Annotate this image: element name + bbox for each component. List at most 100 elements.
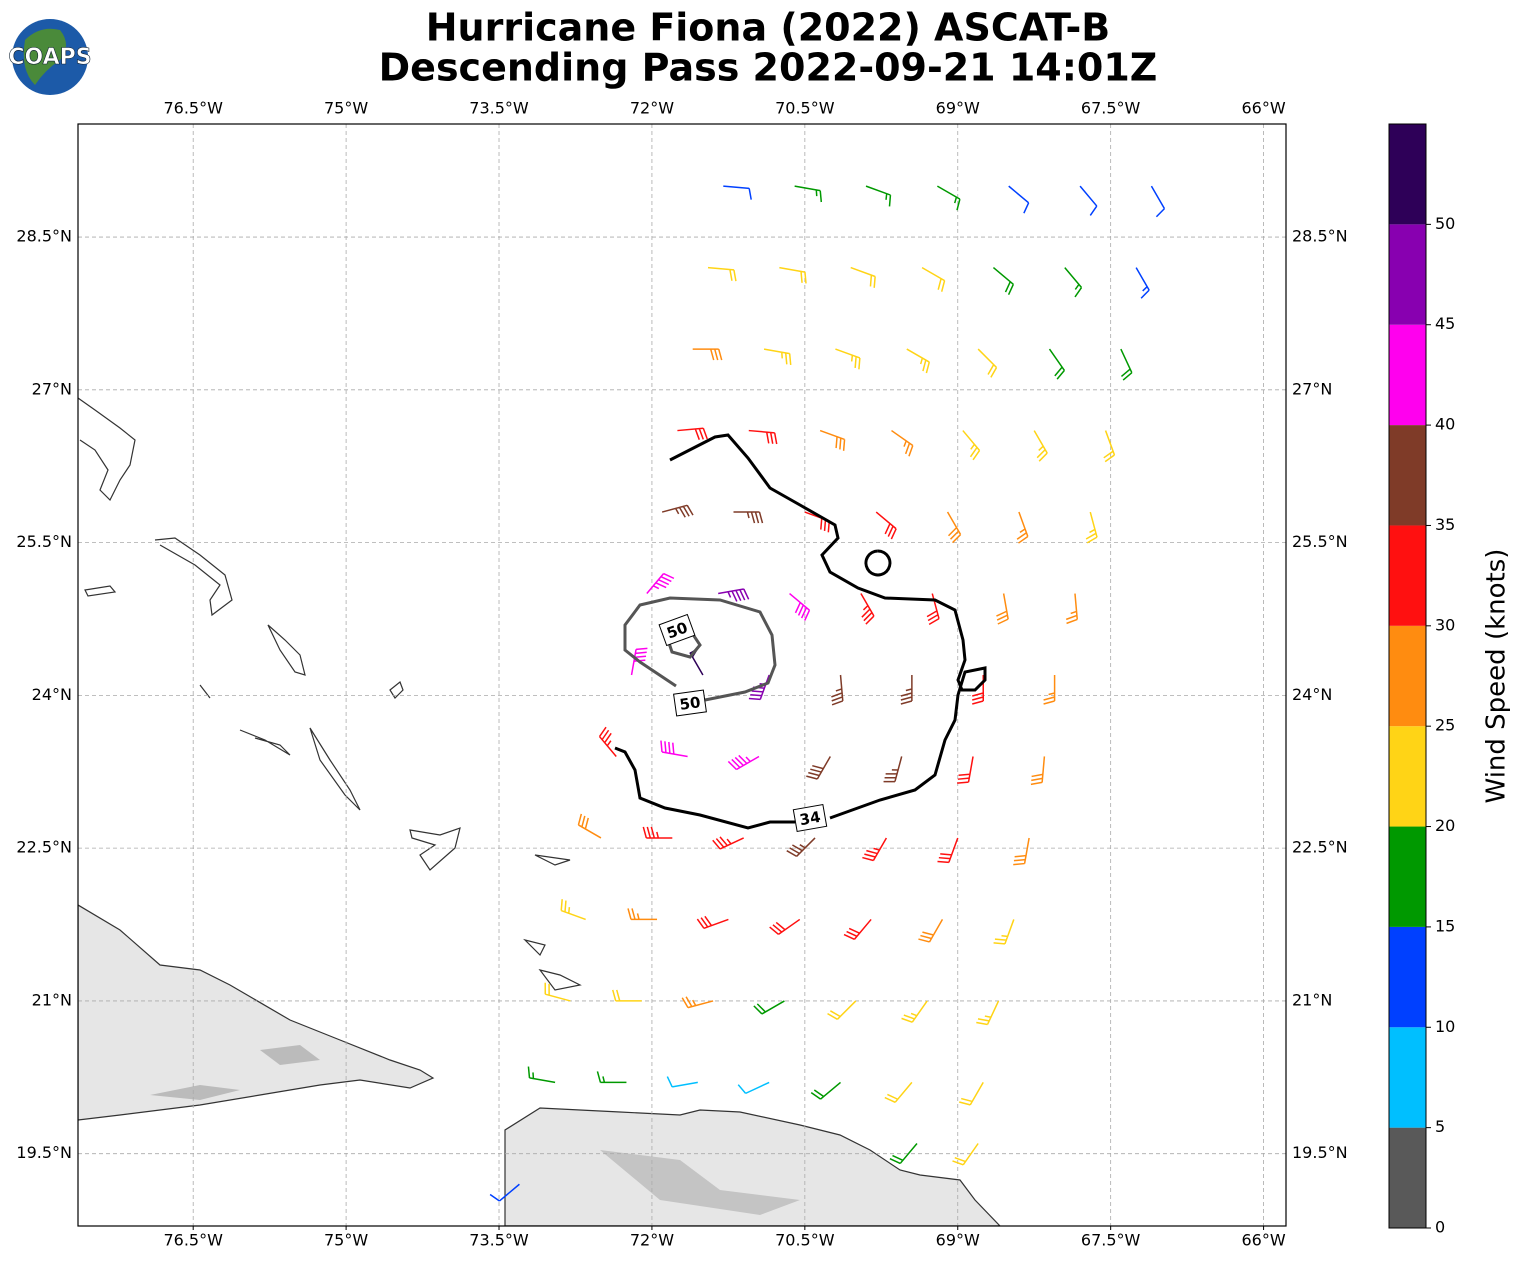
barb-staff [779,266,807,284]
wind-barb [992,267,1015,295]
wind-barb [748,429,778,445]
terrain [150,1045,320,1100]
wind-barb [733,511,764,524]
barb-staff [1150,185,1166,218]
wind-barb [1120,348,1133,381]
wind-barb [906,348,931,374]
barb-staff [1103,430,1116,463]
wind-barb [794,185,823,203]
colorbar-bin [1389,124,1426,225]
barb-staff [952,1143,979,1166]
wind-barb [977,348,998,378]
logo: COAPS [8,19,92,95]
barb-staff [921,266,946,292]
barb-staff [577,813,602,839]
wind-barb [962,430,981,461]
wind-barb [1013,837,1030,866]
logo-land [23,28,66,85]
barb-staff [831,674,844,706]
barb-staff [835,348,861,370]
x-tick-label: 73.5°W [469,1231,529,1250]
barb-staff [692,348,723,361]
x-tick-label: 72°W [630,99,674,118]
colorbar-tick-label: 10 [1435,1017,1455,1036]
barb-staff [993,919,1015,945]
wind-barb [596,1071,627,1084]
wind-barb [489,1183,520,1202]
wind-barb [1048,348,1066,380]
contour-label: 34 [792,803,828,833]
colorbar-bin [1389,525,1426,626]
colorbar-frame [1388,123,1427,1229]
colorbar-tick-label: 45 [1435,314,1455,333]
barb-staff [630,647,648,676]
wind-barb [712,836,744,850]
colorbar-tick-label: 25 [1435,716,1455,735]
colorbar-tick-label: 50 [1435,214,1455,233]
wind-barb [996,593,1009,625]
wind-barb [627,908,658,921]
barb-staff [850,266,876,288]
wind-barb [883,756,903,783]
colorbar-tick-label: 5 [1435,1117,1445,1136]
wind-barb [727,754,760,771]
barb-staff [696,915,729,930]
barb-staff [1013,837,1030,866]
y-tick-label: 25.5°N [1292,532,1348,551]
barb-staff [707,266,737,282]
wind-barb [976,1000,1000,1026]
wind-barb [1016,511,1029,544]
wind-barb [959,1082,984,1106]
wind-barb [598,726,617,757]
barb-staff [733,511,764,524]
barb-staff [627,908,658,921]
barb-staff [962,430,981,461]
wind-barb [677,427,708,440]
contour-label: 50 [658,613,696,647]
x-tick-label: 66°W [1241,1231,1285,1250]
barb-staff [661,504,694,518]
land-hispaniola [504,1107,1001,1226]
coastline [78,397,136,502]
wind-barb [993,919,1015,945]
barb-staff [810,1081,842,1100]
barb-staff [889,1143,918,1165]
wind-barb [1079,185,1098,216]
barb-staff [1016,511,1029,544]
barb-staff [612,989,642,1002]
colorbar-bin [1389,1127,1426,1228]
logo-text: COAPS [8,45,91,70]
barb-staff [959,1082,984,1106]
barb-staff [1064,267,1083,298]
map-frame [77,123,1287,1227]
barb-staff [660,740,688,758]
barb-staff [937,837,959,864]
barb-staff [926,593,940,626]
barb-staff [860,593,875,625]
land-cuba [78,904,435,1121]
contour-label-text: 34 [798,808,822,829]
barb-staff [666,1076,698,1088]
wind-barb [952,1143,979,1166]
barb-staff [1085,511,1098,544]
wind-barb [1085,511,1098,544]
y-tick-label: 24°N [1292,685,1332,704]
barb-staff [901,1000,928,1023]
barb-staff [972,675,984,705]
barb-staff [804,511,831,533]
wind-barb [660,740,688,758]
wind-barb [692,348,723,361]
coastline [84,537,582,991]
barb-staff [763,348,792,366]
barb-staff [681,996,714,1009]
x-tick-label: 76.5°W [163,99,223,118]
y-tick-label: 24°N [32,685,72,704]
barb-staff [642,826,673,839]
barb-staff [957,756,974,784]
barb-staff [1065,593,1078,625]
x-tick-label: 70.5°W [775,1231,835,1250]
terrain [600,1150,800,1215]
barb-staff [748,429,778,445]
barb-staff [996,593,1009,625]
barb-staff [977,348,998,378]
